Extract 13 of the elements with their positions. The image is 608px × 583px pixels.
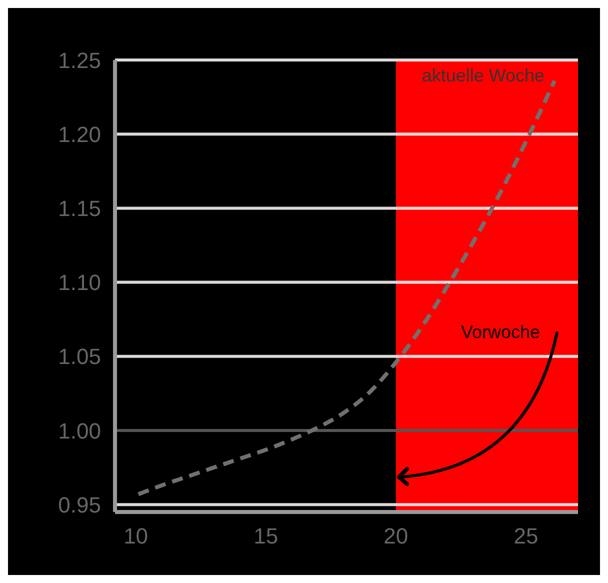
annotation: Vorwoche [460,322,540,342]
y-tick-label: 1.25 [58,48,101,73]
y-tick-label: 0.95 [58,492,101,518]
y-tick-label: 1.05 [58,344,101,370]
y-tick-label: 1.10 [58,270,101,296]
y-tick-label: 1.00 [58,418,101,444]
y-tick-label: 1.20 [58,122,101,147]
x-tick-label: 15 [254,524,278,549]
series-label: aktuelle Woche [422,66,545,86]
y-tick-label: 1.15 [58,196,101,222]
x-tick-label: 10 [124,524,148,549]
x-tick-label: 20 [384,524,408,549]
x-tick-label: 25 [514,524,538,549]
